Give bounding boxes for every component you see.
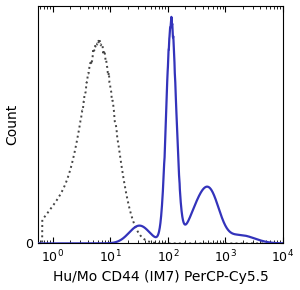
X-axis label: Hu/Mo CD44 (IM7) PerCP-Cy5.5: Hu/Mo CD44 (IM7) PerCP-Cy5.5 bbox=[52, 271, 268, 284]
Y-axis label: Count: Count bbox=[6, 104, 20, 145]
